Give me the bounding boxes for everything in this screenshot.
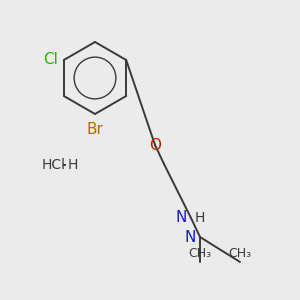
Text: N: N bbox=[176, 211, 187, 226]
Text: CH₃: CH₃ bbox=[228, 247, 252, 260]
Text: H: H bbox=[195, 211, 206, 225]
Text: N: N bbox=[184, 230, 196, 244]
Text: CH₃: CH₃ bbox=[188, 247, 212, 260]
Text: HCl: HCl bbox=[42, 158, 66, 172]
Text: Cl: Cl bbox=[43, 52, 58, 68]
Text: Br: Br bbox=[87, 122, 103, 137]
Text: O: O bbox=[149, 137, 161, 152]
Text: H: H bbox=[68, 158, 78, 172]
